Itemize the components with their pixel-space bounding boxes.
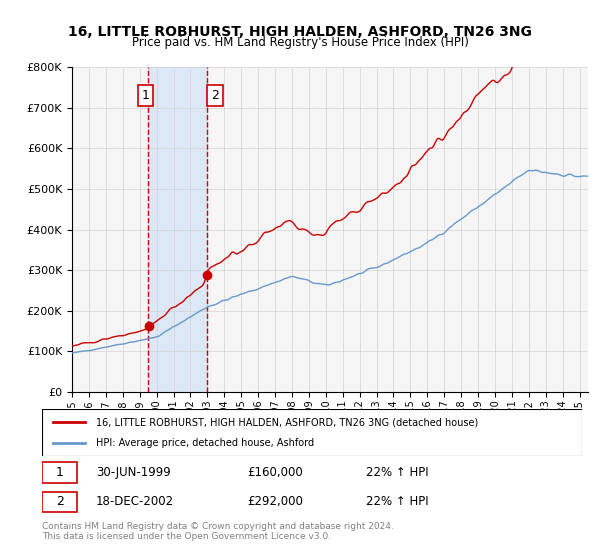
- Text: HPI: Average price, detached house, Ashford: HPI: Average price, detached house, Ashf…: [96, 438, 314, 448]
- Bar: [148, 67, 206, 392]
- Text: 30-JUN-1999: 30-JUN-1999: [96, 466, 171, 479]
- Text: Price paid vs. HM Land Registry's House Price Index (HPI): Price paid vs. HM Land Registry's House …: [131, 36, 469, 49]
- Text: 1: 1: [142, 89, 149, 102]
- Text: 2: 2: [211, 89, 219, 102]
- Text: 2: 2: [56, 496, 64, 508]
- Text: Contains HM Land Registry data © Crown copyright and database right 2024.
This d: Contains HM Land Registry data © Crown c…: [42, 522, 394, 542]
- Text: 16, LITTLE ROBHURST, HIGH HALDEN, ASHFORD, TN26 3NG: 16, LITTLE ROBHURST, HIGH HALDEN, ASHFOR…: [68, 25, 532, 39]
- Text: £292,000: £292,000: [247, 496, 303, 508]
- Text: 18-DEC-2002: 18-DEC-2002: [96, 496, 174, 508]
- FancyBboxPatch shape: [42, 462, 77, 483]
- FancyBboxPatch shape: [42, 492, 77, 512]
- Text: 16, LITTLE ROBHURST, HIGH HALDEN, ASHFORD, TN26 3NG (detached house): 16, LITTLE ROBHURST, HIGH HALDEN, ASHFOR…: [96, 417, 478, 427]
- FancyBboxPatch shape: [42, 409, 582, 456]
- Text: £160,000: £160,000: [247, 466, 303, 479]
- Text: 22% ↑ HPI: 22% ↑ HPI: [366, 496, 428, 508]
- Text: 1: 1: [56, 466, 64, 479]
- Text: 22% ↑ HPI: 22% ↑ HPI: [366, 466, 428, 479]
